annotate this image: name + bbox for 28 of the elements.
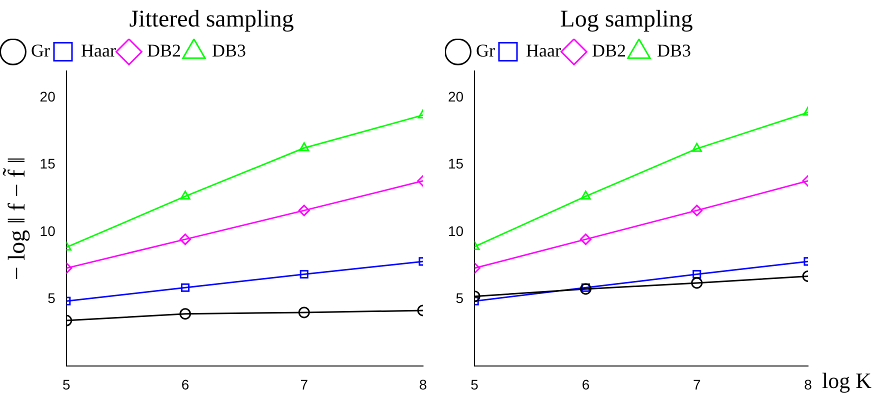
x-tick-label: 8 (419, 376, 428, 392)
legend-label: Haar (80, 40, 116, 61)
legend-label: Gr (476, 40, 495, 61)
y-tick-label: 5 (456, 290, 464, 306)
y-tick-label: 15 (40, 156, 56, 172)
chart-title: Jittered sampling (129, 6, 294, 33)
chart-title: Log sampling (560, 6, 693, 33)
legend-label: DB3 (656, 40, 691, 61)
x-axis-title: log K (822, 368, 872, 393)
y-tick-label: 10 (448, 222, 464, 239)
x-tick-label: 5 (470, 376, 479, 392)
y-tick-label: 10 (40, 222, 56, 239)
x-tick-label: 5 (62, 376, 70, 392)
y-tick-label: 5 (48, 290, 56, 306)
legend-label: Haar (526, 40, 561, 61)
x-tick-label: 6 (582, 376, 590, 392)
legend-label: DB2 (592, 40, 626, 61)
y-tick-label: 15 (448, 156, 464, 172)
legend-label: Gr (31, 40, 50, 61)
x-tick-label: 6 (181, 376, 190, 392)
y-tick-label: 20 (448, 88, 464, 105)
legend-label: DB2 (146, 40, 181, 61)
y-axis-title: − log ‖ f − f̃ ‖ (2, 156, 31, 280)
legend-label: DB3 (212, 40, 246, 61)
x-tick-label: 8 (804, 376, 812, 392)
y-tick-label: 20 (40, 88, 56, 105)
x-tick-label: 7 (300, 376, 308, 392)
x-tick-label: 7 (692, 376, 701, 392)
